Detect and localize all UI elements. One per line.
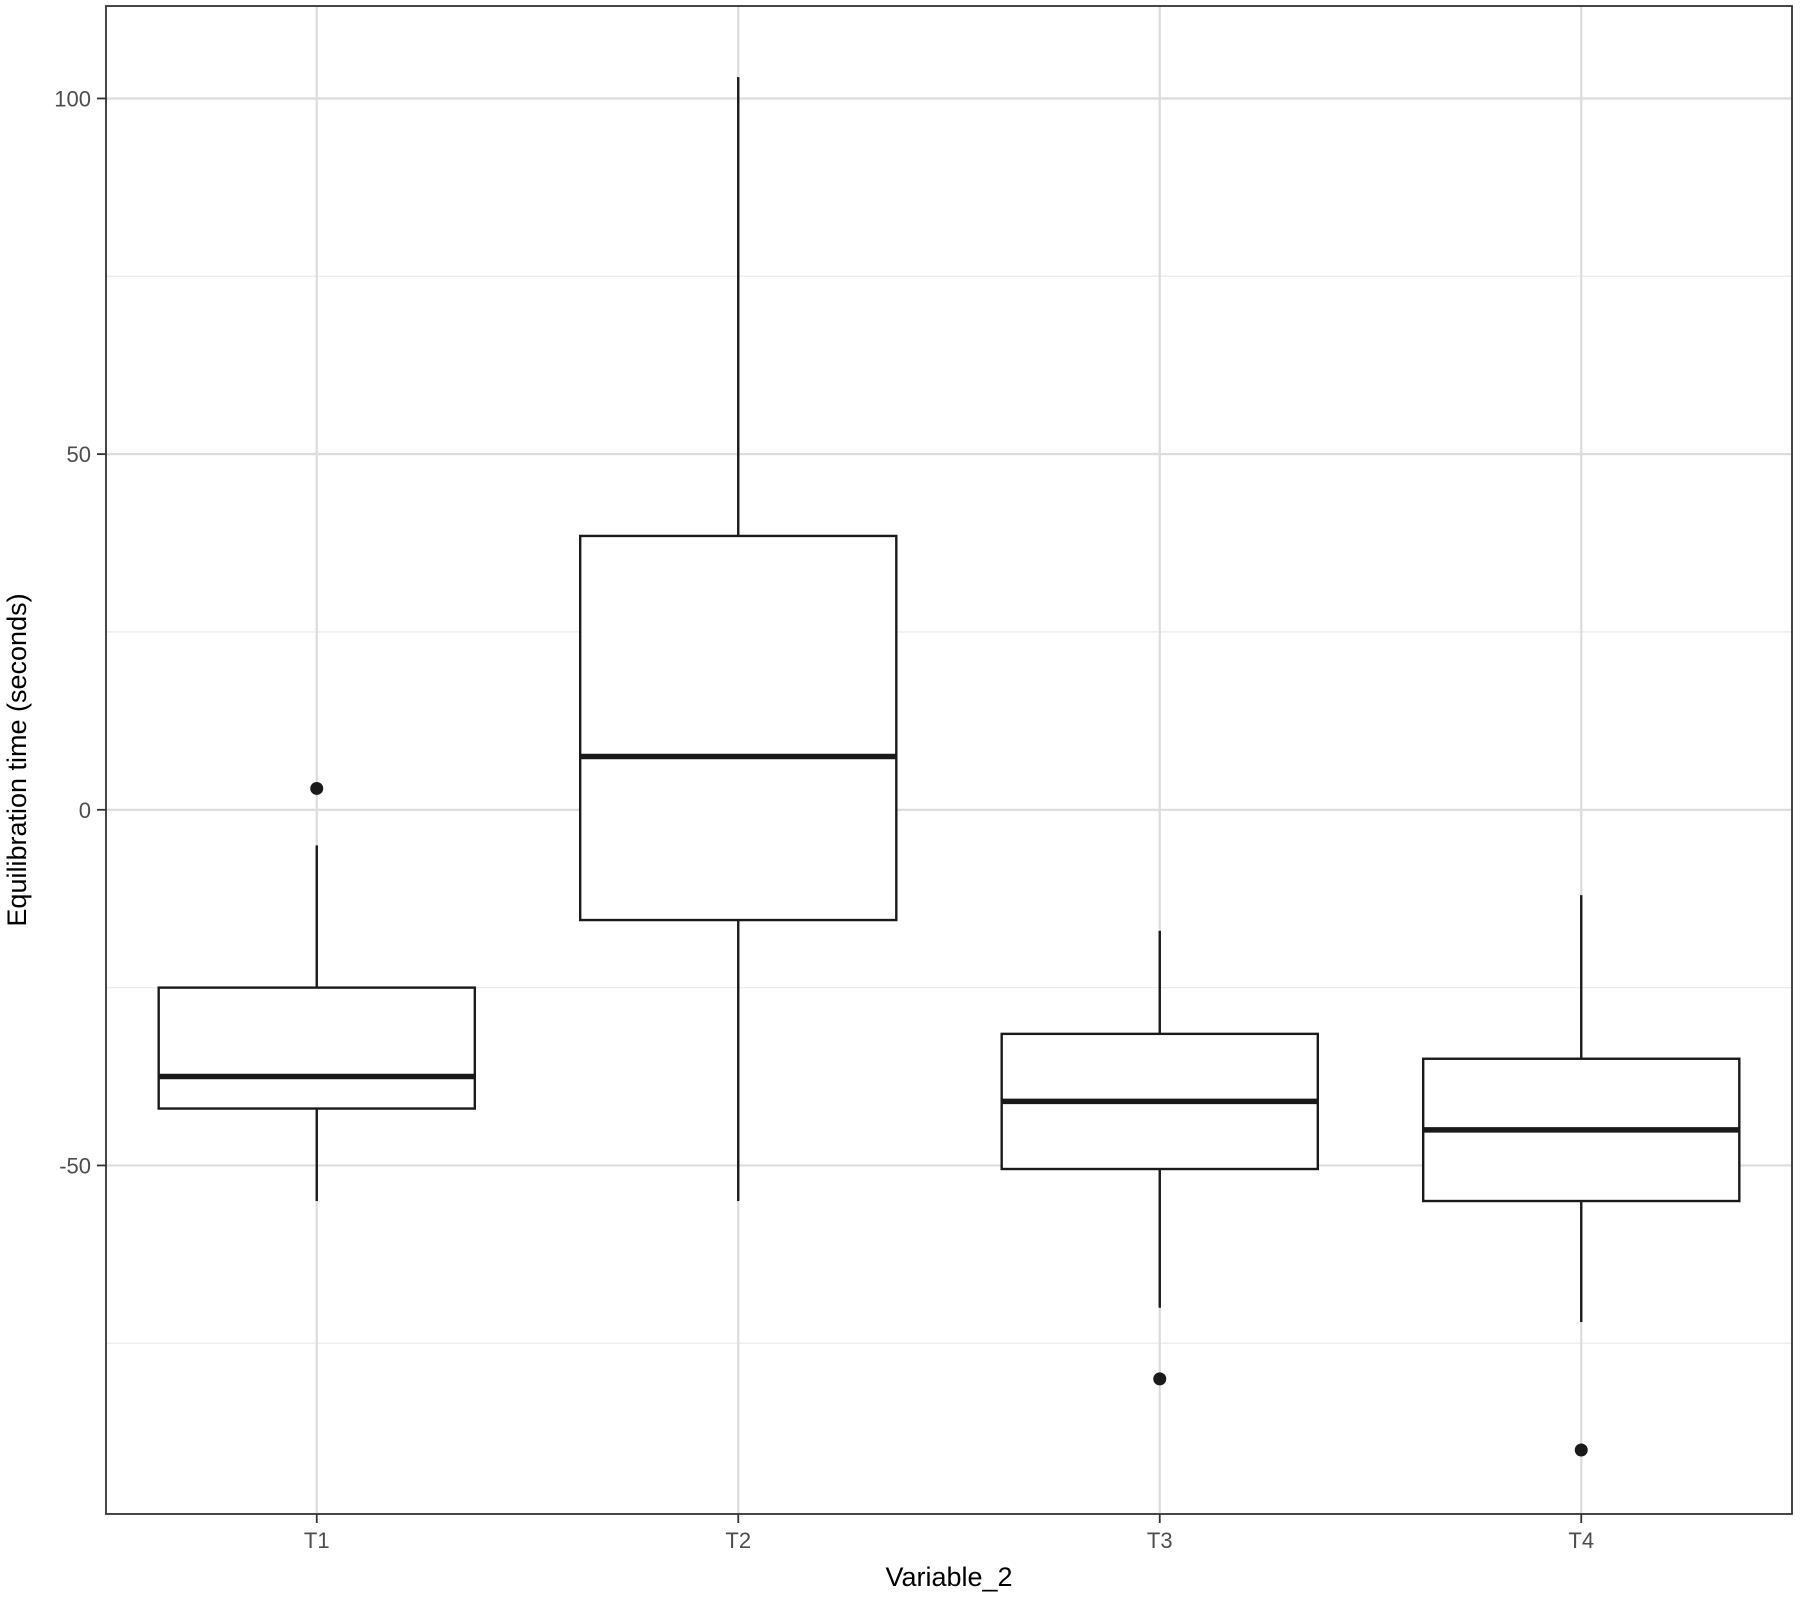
outlier-point	[310, 781, 324, 795]
y-axis: -50 0 50 100	[54, 86, 106, 1178]
y-tick-label: 100	[54, 86, 91, 111]
x-tick-label-t4: T4	[1568, 1528, 1594, 1553]
box-t1	[157, 781, 477, 1202]
boxplot-boxes	[157, 77, 1741, 1457]
box-t4	[1421, 895, 1741, 1457]
outlier-point	[1153, 1372, 1167, 1386]
x-axis: T1 T2 T3 T4	[304, 1514, 1594, 1553]
y-tick-label: -50	[59, 1153, 91, 1178]
plot-panel-border	[105, 5, 1793, 1515]
x-tick-label-t1: T1	[304, 1528, 330, 1553]
x-tick-label-t2: T2	[725, 1528, 751, 1553]
x-tick-label-t3: T3	[1147, 1528, 1173, 1553]
grid-lines	[106, 6, 1792, 1514]
y-tick-label: 0	[79, 798, 91, 823]
interquartile-box	[157, 986, 477, 1110]
interquartile-box	[578, 534, 898, 922]
y-axis-title: Equilibration time (seconds)	[2, 593, 32, 926]
outlier-point	[1574, 1443, 1588, 1457]
y-tick-label: 50	[67, 442, 91, 467]
box-t3	[1000, 930, 1320, 1386]
x-axis-title: Variable_2	[885, 1562, 1012, 1592]
box-t2	[578, 77, 898, 1202]
